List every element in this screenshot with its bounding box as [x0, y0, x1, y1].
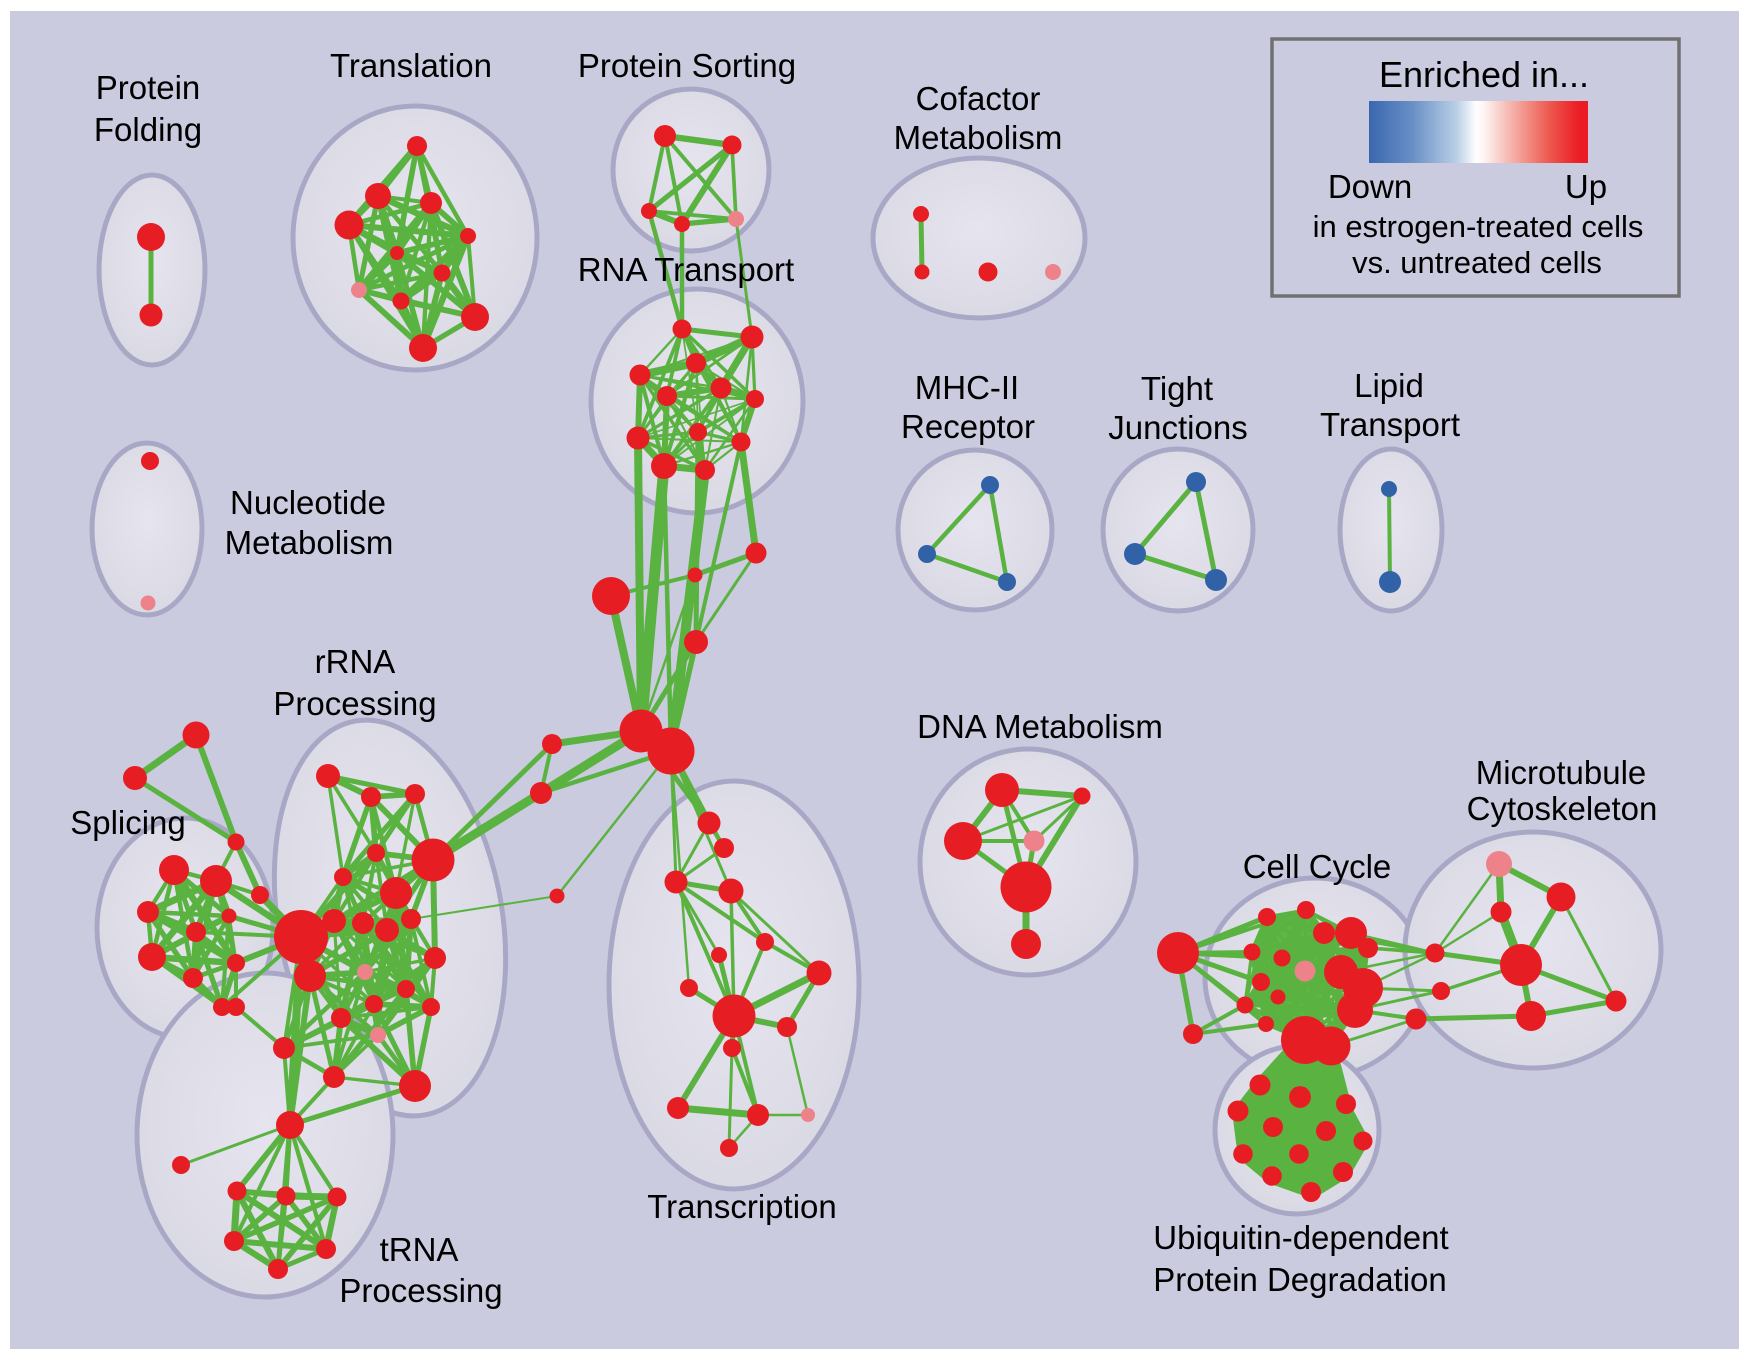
svg-text:Translation: Translation	[330, 47, 492, 84]
svg-text:Cell Cycle: Cell Cycle	[1243, 848, 1392, 885]
svg-text:vs. untreated cells: vs. untreated cells	[1352, 245, 1602, 280]
svg-text:Enriched in...: Enriched in...	[1379, 54, 1589, 95]
svg-text:Cofactor: Cofactor	[916, 80, 1041, 117]
svg-text:Protein: Protein	[96, 69, 201, 106]
svg-text:Receptor: Receptor	[901, 408, 1035, 445]
svg-text:Transport: Transport	[1320, 406, 1460, 443]
svg-text:Transcription: Transcription	[647, 1188, 837, 1225]
svg-text:Up: Up	[1565, 168, 1607, 205]
svg-text:Nucleotide: Nucleotide	[230, 484, 386, 521]
svg-text:Lipid: Lipid	[1354, 367, 1424, 404]
svg-text:rRNA: rRNA	[315, 643, 396, 680]
svg-text:Processing: Processing	[273, 685, 436, 722]
svg-text:Junctions: Junctions	[1108, 409, 1247, 446]
svg-text:Ubiquitin-dependent: Ubiquitin-dependent	[1153, 1219, 1448, 1256]
svg-text:Cytoskeleton: Cytoskeleton	[1467, 790, 1658, 827]
svg-text:DNA Metabolism: DNA Metabolism	[917, 708, 1163, 745]
svg-text:Processing: Processing	[339, 1272, 502, 1309]
svg-text:Metabolism: Metabolism	[225, 524, 394, 561]
svg-text:MHC-II: MHC-II	[915, 369, 1019, 406]
svg-text:Down: Down	[1328, 168, 1412, 205]
svg-text:Metabolism: Metabolism	[894, 119, 1063, 156]
svg-text:Splicing: Splicing	[70, 804, 186, 841]
svg-text:Folding: Folding	[94, 111, 202, 148]
svg-text:Protein Degradation: Protein Degradation	[1153, 1261, 1447, 1298]
svg-text:Protein Sorting: Protein Sorting	[578, 47, 796, 84]
svg-text:Microtubule: Microtubule	[1476, 754, 1647, 791]
svg-text:tRNA: tRNA	[380, 1231, 459, 1268]
svg-text:Tight: Tight	[1141, 370, 1213, 407]
svg-text:in estrogen-treated cells: in estrogen-treated cells	[1313, 209, 1644, 244]
svg-text:RNA Transport: RNA Transport	[578, 251, 794, 288]
